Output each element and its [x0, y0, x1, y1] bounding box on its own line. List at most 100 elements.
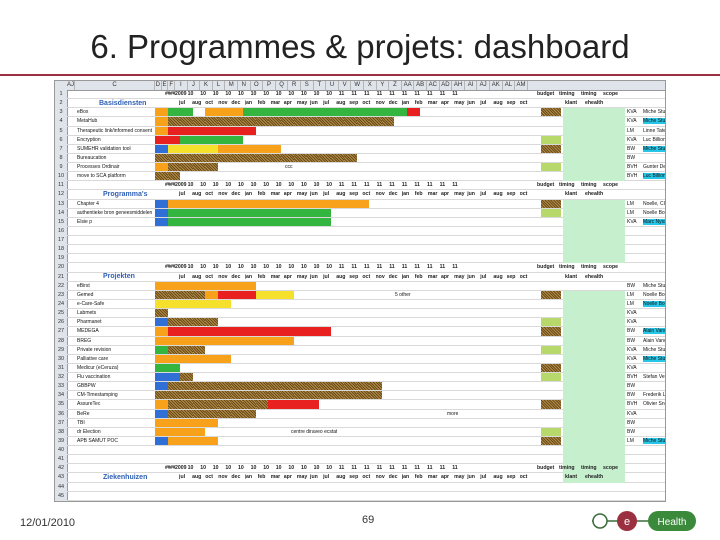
gantt-cell[interactable] — [218, 217, 231, 226]
gantt-cell[interactable] — [167, 153, 181, 163]
gantt-cell[interactable] — [293, 208, 307, 217]
gantt-cell[interactable] — [192, 409, 206, 418]
gantt-cell[interactable] — [155, 427, 168, 436]
gantt-cell[interactable] — [155, 382, 168, 391]
gantt-cell[interactable] — [192, 281, 206, 290]
status-cell[interactable] — [541, 154, 561, 162]
gantt-cell[interactable] — [293, 117, 307, 126]
gantt-cell[interactable] — [180, 153, 193, 163]
gantt-cell[interactable] — [356, 391, 370, 400]
gantt-cell[interactable] — [255, 400, 269, 409]
status-cell[interactable] — [541, 144, 561, 153]
gantt-cell[interactable] — [255, 108, 269, 117]
gantt-cell[interactable] — [180, 299, 193, 309]
gantt-cell[interactable] — [268, 382, 281, 391]
status-cell[interactable] — [541, 337, 561, 345]
gantt-cell[interactable] — [293, 153, 307, 163]
gantt-cell[interactable] — [155, 144, 168, 153]
gantt-cell[interactable] — [243, 217, 256, 226]
status-cell[interactable] — [541, 363, 561, 373]
gantt-cell[interactable] — [192, 391, 206, 400]
gantt-cell[interactable] — [344, 199, 357, 208]
gantt-cell[interactable] — [230, 144, 244, 153]
gantt-cell[interactable] — [306, 391, 319, 400]
gantt-cell[interactable] — [167, 336, 181, 345]
project-name[interactable]: Elsie p — [77, 218, 93, 225]
gantt-cell[interactable] — [306, 108, 319, 117]
project-name[interactable]: e-Care-Safe — [77, 300, 105, 307]
gantt-cell[interactable] — [268, 117, 281, 126]
gantt-cell[interactable] — [180, 135, 193, 144]
gantt-cell[interactable] — [281, 290, 294, 299]
spreadsheet[interactable]: AJ C D E F I J K L M N O P Q R S T U V W X Y Z AA AB AC AD AH AI AJ AK… — [54, 80, 666, 502]
status-cell[interactable] — [541, 382, 561, 390]
gantt-cell[interactable] — [268, 290, 281, 299]
gantt-cell[interactable] — [230, 290, 244, 299]
gantt-cell[interactable] — [205, 327, 218, 336]
gantt-cell[interactable] — [268, 108, 281, 117]
gantt-cell[interactable] — [155, 299, 168, 309]
gantt-cell[interactable] — [192, 427, 206, 436]
gantt-cell[interactable] — [155, 163, 168, 172]
gantt-cell[interactable] — [167, 199, 181, 208]
gantt-cell[interactable] — [205, 391, 218, 400]
gantt-cell[interactable] — [218, 144, 231, 153]
column-header[interactable]: Y — [377, 81, 390, 90]
gantt-cell[interactable] — [192, 199, 206, 208]
gantt-cell[interactable] — [155, 199, 168, 208]
gantt-cell[interactable] — [230, 117, 244, 126]
gantt-cell[interactable] — [230, 208, 244, 217]
gantt-cell[interactable] — [218, 117, 231, 126]
gantt-cell[interactable] — [167, 281, 181, 290]
column-header[interactable]: AM — [515, 81, 528, 90]
gantt-cell[interactable] — [306, 208, 319, 217]
gantt-cell[interactable] — [230, 199, 244, 208]
column-header[interactable]: F — [168, 81, 176, 90]
status-cell[interactable] — [541, 135, 561, 144]
project-name[interactable]: move to SCA platform — [77, 173, 126, 180]
project-name[interactable]: Encryption — [77, 136, 101, 143]
status-cell[interactable] — [541, 419, 561, 427]
status-cell[interactable] — [541, 355, 561, 363]
gantt-cell[interactable] — [243, 290, 256, 299]
gantt-cell[interactable] — [167, 126, 181, 135]
gantt-cell[interactable] — [230, 153, 244, 163]
project-name[interactable]: Private revision — [77, 346, 112, 353]
gantt-cell[interactable] — [155, 217, 168, 226]
gantt-cell[interactable] — [180, 373, 193, 382]
gantt-cell[interactable] — [344, 153, 357, 163]
gantt-cell[interactable] — [293, 327, 307, 336]
gantt-cell[interactable] — [306, 217, 319, 226]
gantt-cell[interactable] — [155, 327, 168, 336]
gantt-cell[interactable] — [306, 153, 319, 163]
gantt-cell[interactable] — [318, 391, 332, 400]
project-name[interactable]: Gemed — [77, 291, 94, 298]
gantt-cell[interactable] — [369, 382, 382, 391]
column-header[interactable]: P — [263, 81, 276, 90]
gantt-cell[interactable] — [167, 427, 181, 436]
column-header[interactable]: I — [175, 81, 188, 90]
gantt-cell[interactable] — [167, 135, 181, 144]
gantt-cell[interactable] — [167, 400, 181, 409]
gantt-cell[interactable] — [180, 418, 193, 427]
gantt-cell[interactable] — [281, 391, 294, 400]
gantt-cell[interactable] — [167, 172, 181, 181]
gantt-cell[interactable] — [167, 290, 181, 299]
gantt-cell[interactable] — [205, 217, 218, 226]
gantt-cell[interactable] — [331, 108, 344, 117]
gantt-cell[interactable] — [205, 144, 218, 153]
gantt-cell[interactable] — [167, 217, 181, 226]
project-name[interactable]: authentieke bron geneesmiddelen — [77, 209, 153, 216]
gantt-cell[interactable] — [230, 135, 244, 144]
project-name[interactable]: Flu vaccination — [77, 374, 111, 381]
project-name[interactable]: APB SAMUT POC — [77, 437, 119, 444]
gantt-cell[interactable] — [331, 153, 344, 163]
gantt-cell[interactable] — [155, 436, 168, 446]
gantt-cell[interactable] — [318, 153, 332, 163]
gantt-cell[interactable] — [281, 108, 294, 117]
gantt-cell[interactable] — [155, 309, 168, 318]
gantt-cell[interactable] — [255, 391, 269, 400]
gantt-cell[interactable] — [255, 208, 269, 217]
gantt-cell[interactable] — [318, 108, 332, 117]
column-header[interactable]: T — [314, 81, 327, 90]
